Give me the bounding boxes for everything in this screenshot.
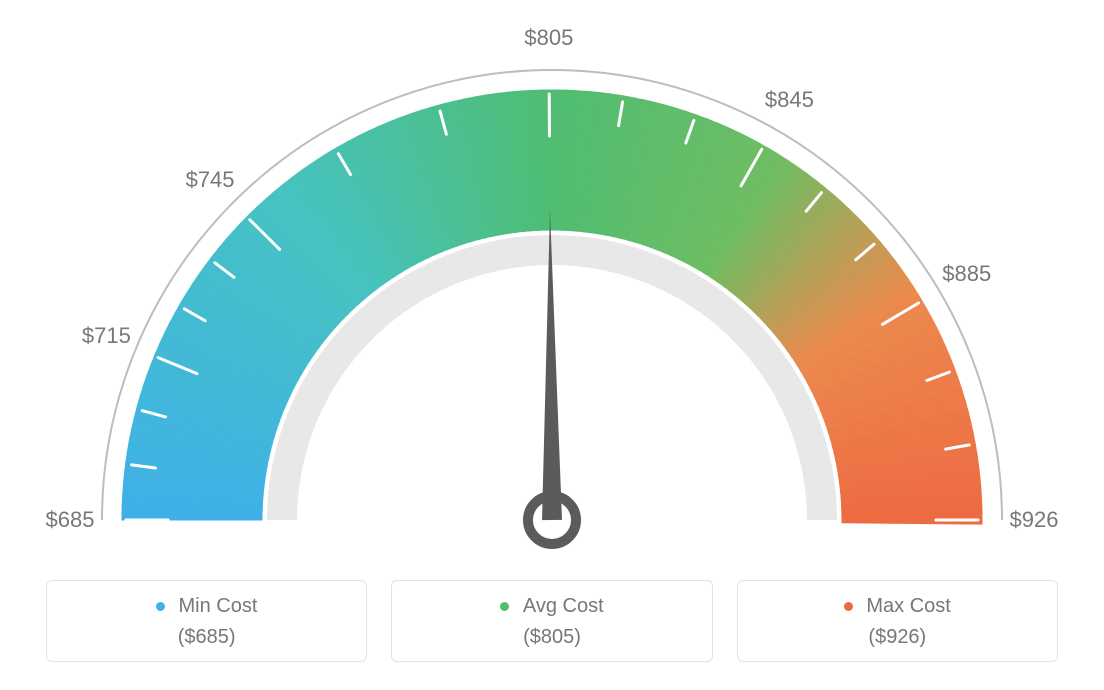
legend-value-avg: ($805) — [402, 626, 701, 649]
legend-title-max: Max Cost — [748, 595, 1047, 618]
legend-box-min: Min Cost ($685) — [46, 580, 367, 662]
tick-label: $715 — [82, 323, 131, 349]
legend-value-max: ($926) — [748, 626, 1047, 649]
legend-label-avg: Avg Cost — [523, 595, 604, 617]
legend-box-max: Max Cost ($926) — [737, 580, 1058, 662]
legend-dot-avg — [500, 602, 509, 611]
legend-title-min: Min Cost — [57, 595, 356, 618]
legend-row: Min Cost ($685) Avg Cost ($805) Max Cost… — [46, 580, 1058, 662]
legend-title-avg: Avg Cost — [402, 595, 701, 618]
tick-label: $926 — [1010, 507, 1059, 533]
legend-dot-max — [844, 602, 853, 611]
tick-label: $685 — [46, 507, 95, 533]
legend-label-max: Max Cost — [866, 595, 950, 617]
cost-gauge-chart: { "gauge": { "type": "gauge", "center_x"… — [0, 0, 1104, 690]
gauge-area: $685 $715 $745 $805 $845 $885 $926 — [0, 0, 1104, 560]
tick-label: $805 — [524, 25, 573, 51]
legend-label-min: Min Cost — [178, 595, 257, 617]
tick-label: $845 — [765, 87, 814, 113]
legend-box-avg: Avg Cost ($805) — [391, 580, 712, 662]
tick-label: $745 — [186, 167, 235, 193]
legend-value-min: ($685) — [57, 626, 356, 649]
gauge-svg — [0, 0, 1104, 560]
legend-dot-min — [156, 602, 165, 611]
tick-label: $885 — [942, 261, 991, 287]
